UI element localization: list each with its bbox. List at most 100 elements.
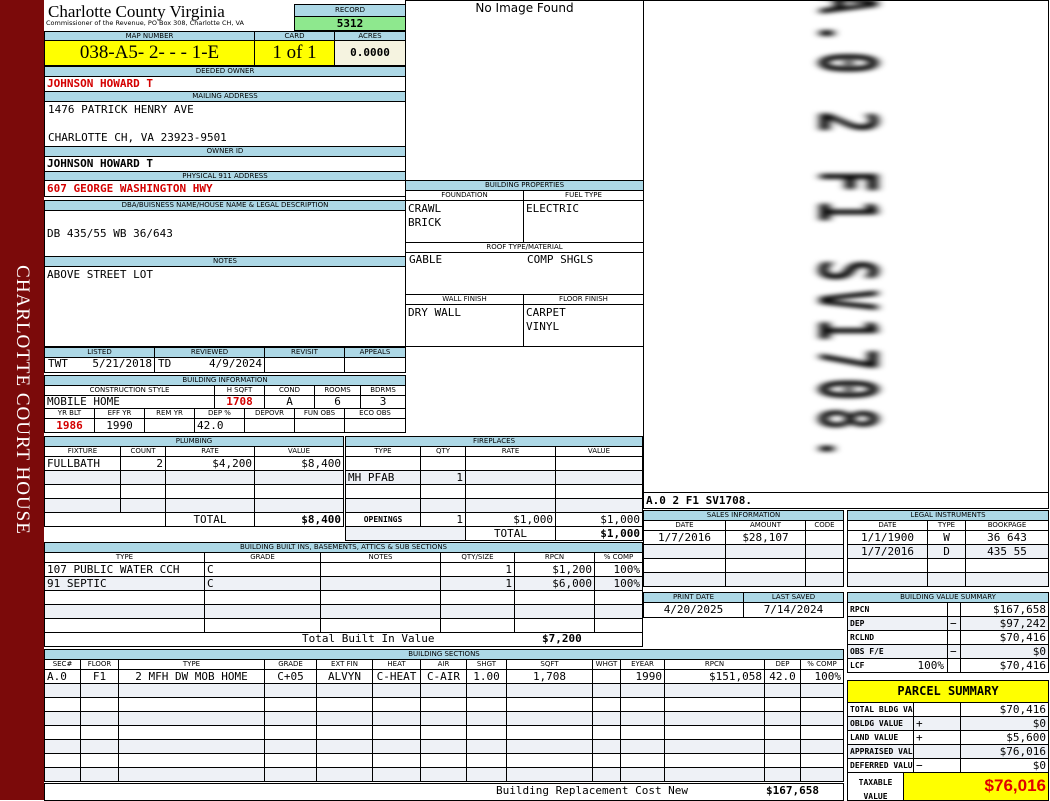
building-section-cell [372, 697, 421, 712]
building-section-cell [466, 683, 507, 698]
lcf-percent: 100% [917, 659, 945, 672]
built-in-cell [514, 590, 595, 605]
built-in-total-row [44, 632, 643, 647]
plumbing-cell [120, 484, 166, 499]
sidebar-banner: CHARLOTTE COURT HOUSE [0, 0, 44, 800]
legal-description: DB 435/55 WB 36/643 [44, 210, 406, 257]
commissioner-address: Commissioner of the Revenue, PO Box 308,… [46, 19, 244, 27]
built-in-cell [204, 590, 321, 605]
building-section-cell [372, 739, 421, 754]
sketch-code: A.0 2 F1 SV1708. [643, 492, 1049, 509]
built-in-cell [44, 590, 205, 605]
building-section-cell [44, 753, 81, 768]
building-section-cell [764, 725, 801, 740]
photo-placeholder: No Image Found [405, 0, 644, 181]
building-section-cell [800, 683, 844, 698]
building-section-cell [44, 711, 81, 726]
built-in-cell [594, 604, 643, 619]
fireplace-cell [420, 498, 466, 513]
fireplace-cell [420, 484, 466, 499]
value-summary-cell: $70,416 [960, 630, 1049, 645]
building-section-cell [664, 767, 765, 782]
built-in-cell: 100% [594, 562, 643, 577]
building-section-cell [264, 767, 317, 782]
fireplace-openings-cell: 1 [420, 512, 466, 527]
legal-cell: 1/7/2016 [847, 544, 928, 559]
value-summary-cell: RPCN [847, 602, 948, 617]
building-section-cell [800, 725, 844, 740]
building-info-cell: 3 [360, 395, 406, 409]
building-section-cell [664, 753, 765, 768]
building-section-cell [620, 753, 665, 768]
building-section-cell [118, 683, 265, 698]
built-in-cell [320, 618, 441, 633]
fireplace-total: $1,000 [555, 526, 643, 541]
built-in-cell [514, 618, 595, 633]
fireplace-cell [555, 470, 643, 485]
building-section-cell [764, 739, 801, 754]
building-section-cell [592, 697, 621, 712]
fireplace-total-blank [345, 526, 466, 541]
building-section-cell: 42.0 [764, 669, 801, 684]
building-section-cell [118, 725, 265, 740]
date-cell: 4/20/2025 [643, 602, 744, 618]
built-in-cell [320, 562, 441, 577]
mailing-line-1: 1476 PATRICK HENRY AVE [48, 103, 194, 116]
building-section-cell [420, 739, 467, 754]
plumbing-cell [120, 470, 166, 485]
building-section-cell [466, 725, 507, 740]
fireplace-cell [345, 498, 421, 513]
building-section-cell [316, 739, 373, 754]
roof-material: COMP SHGLS [527, 253, 594, 266]
value-summary-cell [947, 630, 961, 645]
taxable-label: TAXABLE VALUE [847, 772, 904, 801]
replacement-cost-label: Building Replacement Cost New [496, 784, 689, 797]
built-in-cell [320, 604, 441, 619]
building-section-cell [420, 767, 467, 782]
legal-cell [965, 558, 1049, 573]
sales-cell [805, 530, 844, 545]
building-section-cell [466, 753, 507, 768]
value-summary-cell: − [947, 644, 961, 659]
building-info-cell [344, 418, 406, 433]
built-in-cell [204, 618, 321, 633]
plumbing-cell: $4,200 [165, 456, 255, 471]
building-section-cell [372, 711, 421, 726]
building-section-cell [664, 725, 765, 740]
building-section-cell [664, 739, 765, 754]
plumbing-cell [44, 484, 121, 499]
parcel-summary-cell: $70,416 [960, 702, 1049, 717]
built-in-total-label: Total Built In Value [302, 632, 435, 645]
date-cell: 7/14/2024 [743, 602, 844, 618]
sales-cell [805, 544, 844, 559]
building-section-cell [420, 753, 467, 768]
building-info-cell: 6 [314, 395, 361, 409]
building-section-cell [620, 739, 665, 754]
built-in-cell [440, 590, 515, 605]
building-section-cell [592, 669, 621, 684]
sales-cell [725, 544, 806, 559]
record-number: 5312 [294, 16, 406, 31]
building-section-cell [466, 739, 507, 754]
building-section-cell [592, 753, 621, 768]
fuel-value: ELECTRIC [523, 200, 644, 243]
sketch-area [643, 0, 1049, 493]
plumbing-cell: $8,400 [254, 456, 344, 471]
building-section-cell [466, 711, 507, 726]
value-summary-cell: RCLND [847, 630, 948, 645]
building-section-cell [506, 739, 593, 754]
reviewed-by: TD [158, 358, 172, 370]
county-title: Charlotte County Virginia [48, 2, 225, 21]
owner-id: JOHNSON HOWARD T [44, 156, 406, 172]
building-section-cell [764, 683, 801, 698]
parcel-summary-cell [913, 744, 961, 759]
building-section-cell [620, 767, 665, 782]
building-section-cell [264, 725, 317, 740]
fireplace-cell [345, 484, 421, 499]
legal-cell: D [927, 544, 966, 559]
building-section-cell: F1 [80, 669, 119, 684]
parcel-summary-cell: $0 [960, 716, 1049, 731]
building-section-cell [80, 753, 119, 768]
building-section-cell [264, 711, 317, 726]
building-section-cell [506, 753, 593, 768]
